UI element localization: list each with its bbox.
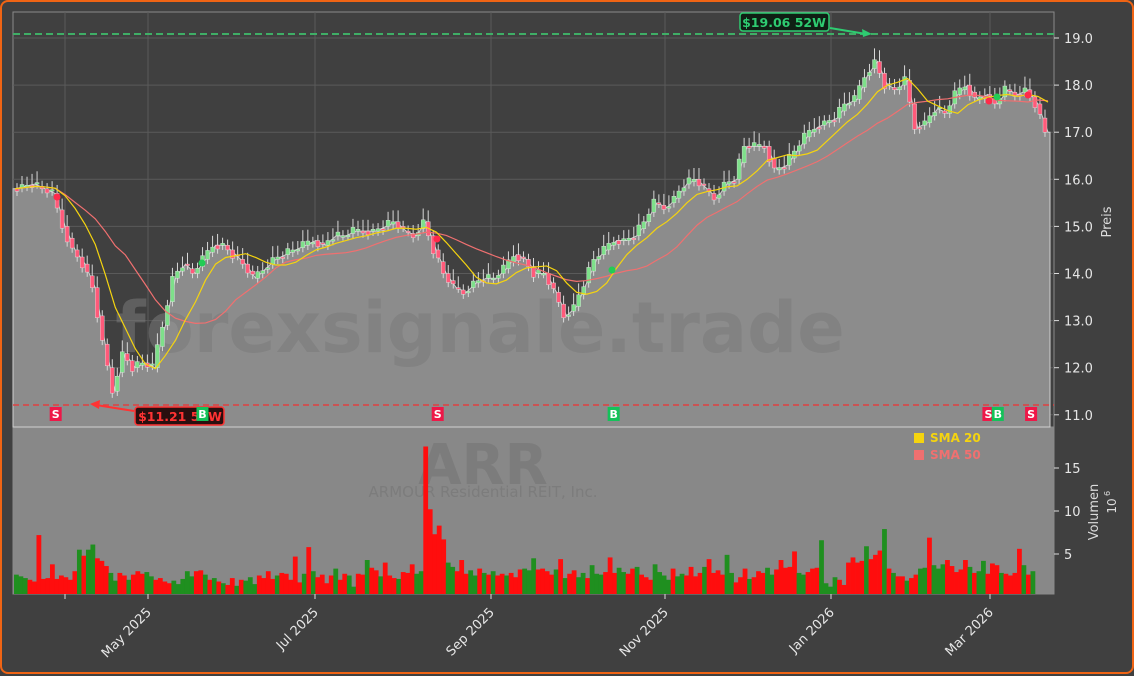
svg-text:S: S [434, 408, 442, 421]
volume-bars [14, 446, 1036, 594]
watermark: forexsignale.trade [115, 287, 844, 369]
svg-text:18.0: 18.0 [1064, 79, 1093, 94]
date-axis: May 2025 Jul 2025 Sep 2025 Nov 2025 Jan 2026… [64, 594, 997, 661]
ticker-watermark: ARR [418, 433, 548, 498]
svg-text:B: B [994, 408, 1002, 421]
date-tick-label: Nov 2025 [617, 605, 672, 660]
date-tick-label: Sep 2025 [444, 605, 498, 659]
svg-text:S: S [1027, 408, 1035, 421]
svg-text:S: S [984, 408, 992, 421]
company-watermark: ARMOUR Residential REIT, Inc. [369, 483, 598, 501]
sell-signal: S [49, 407, 62, 421]
svg-text:B: B [609, 408, 617, 421]
volume-unit-base: 10 [1105, 498, 1119, 513]
legend-label-sma50: SMA 50 [930, 448, 981, 462]
volume-panel: ARR ARMOUR Residential REIT, Inc. SMA 20… [12, 427, 1119, 595]
crossover-dots [53, 91, 1032, 274]
date-tick-label: Jan 2026 [786, 605, 838, 657]
svg-text:11.0: 11.0 [1064, 409, 1093, 424]
svg-text:17.0: 17.0 [1064, 126, 1093, 141]
sma-20-line [14, 77, 1049, 370]
sell-signal: S [1025, 407, 1038, 421]
svg-text:10: 10 [1064, 505, 1081, 520]
legend: SMA 20 SMA 50 [914, 431, 981, 462]
date-tick-label: Jul 2025 [273, 605, 322, 654]
volume-unit-exp: 6 [1103, 491, 1112, 496]
candlesticks [14, 48, 1048, 398]
date-tick-label: May 2025 [99, 605, 155, 661]
price-axis: 11.0 12.0 13.0 14.0 15.0 16.0 17.0 18.0 19.0 [1054, 32, 1093, 424]
price-panel: forexsignale.trade $19.06 52W $11.21 52W… [12, 11, 1115, 428]
legend-label-sma20: SMA 20 [930, 431, 981, 445]
buy-signal: B [607, 407, 620, 421]
legend-swatch-sma20 [914, 433, 924, 443]
svg-text:14.0: 14.0 [1064, 268, 1093, 283]
svg-text:15.0: 15.0 [1064, 220, 1093, 235]
svg-text:B: B [198, 408, 206, 421]
svg-text:19.0: 19.0 [1064, 32, 1093, 47]
low-52w-text: $11.21 52W [138, 409, 222, 424]
svg-text:5: 5 [1064, 548, 1072, 563]
volume-axis: 5 10 15 [1054, 462, 1081, 563]
svg-text:16.0: 16.0 [1064, 173, 1093, 188]
volume-unit: 10 6 [1103, 491, 1119, 514]
sell-signal: S [982, 407, 995, 421]
price-axis-label: Preis [1100, 206, 1115, 237]
legend-swatch-sma50 [914, 450, 924, 460]
date-tick-label: Mar 2026 [943, 605, 997, 659]
buy-signal: B [991, 407, 1004, 421]
svg-text:12.0: 12.0 [1064, 362, 1093, 377]
svg-text:13.0: 13.0 [1064, 315, 1093, 330]
buy-signal: B [196, 407, 209, 421]
sell-signal: S [431, 407, 444, 421]
svg-text:S: S [52, 408, 60, 421]
high-52w-label: $19.06 52W [739, 12, 872, 37]
high-52w-text: $19.06 52W [742, 15, 826, 30]
svg-text:15: 15 [1064, 462, 1081, 477]
volume-axis-label: Volumen [1087, 484, 1102, 541]
